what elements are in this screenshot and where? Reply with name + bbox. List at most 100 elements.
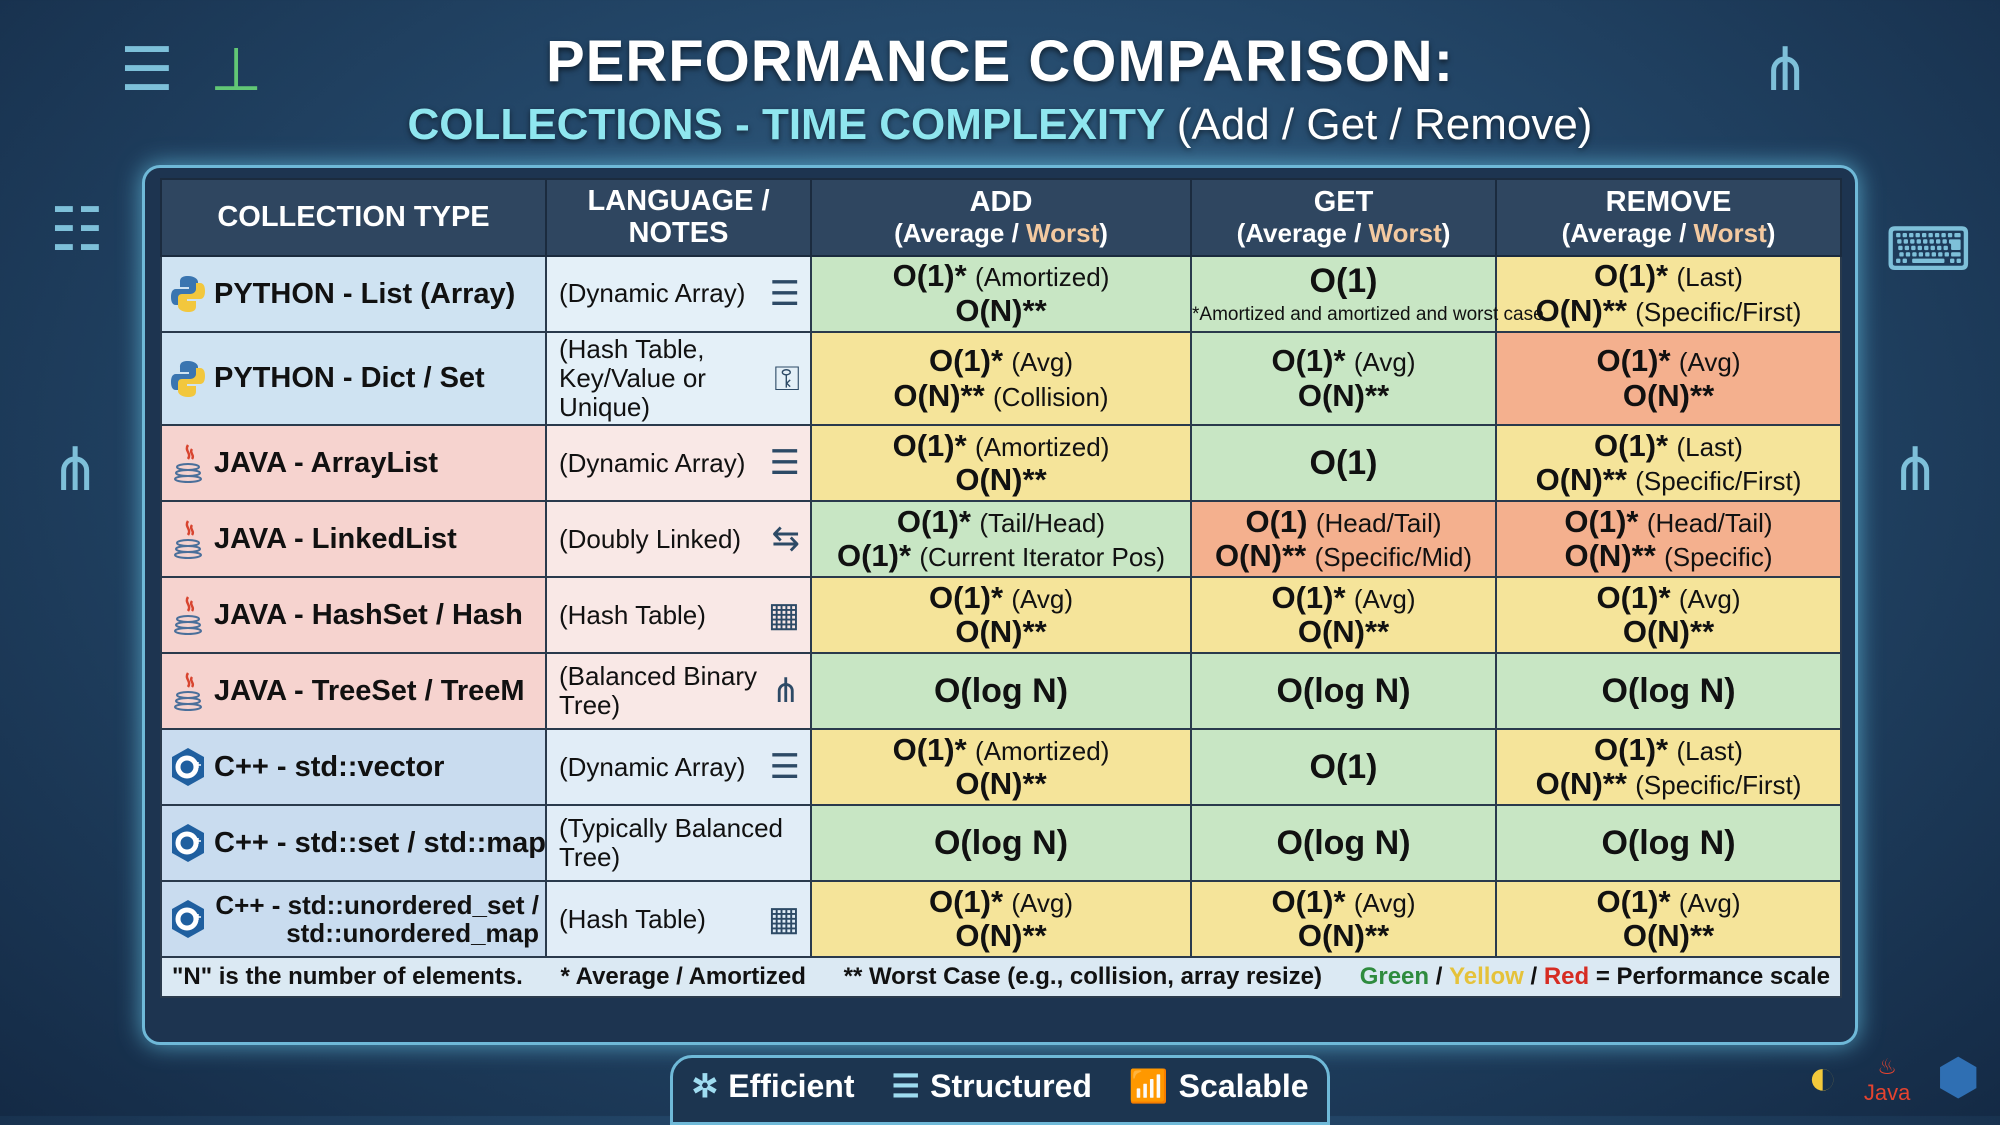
complexity-line: O(N)** [1297,614,1390,650]
notes-cell: (Balanced Binary Tree) ⋔ [545,652,812,731]
collection-name: JAVA - LinkedList [214,523,457,556]
remove-complexity-cell: O(1)* (Avg) O(N)** [1495,330,1842,427]
java-logo-icon [174,520,202,560]
complexity-line: O(N)** [955,462,1047,498]
collection-type-cell: PYTHON - Dict / Set [160,330,547,427]
add-complexity-cell: O(1)* (Avg) O(N)** [810,880,1192,959]
array-stack-icon: ☰ [769,274,800,313]
notes-text: (Hash Table, Key/Value or Unique) [559,334,706,423]
legend-average: * Average / Amortized [560,962,806,990]
table-row: PYTHON - List (Array) (Dynamic Array) ☰ O(1… [160,255,1842,333]
get-complexity-cell: O(1) (Head/Tail) O(N)** (Specific/Mid) [1190,500,1497,579]
remove-complexity-cell: O(log N) [1495,652,1842,731]
add-complexity-cell: O(1)* (Avg) O(N)** [810,576,1192,655]
collection-type-cell: JAVA - LinkedList [160,500,547,579]
header-get-sub: (Average / Worst) [1236,218,1451,249]
get-complexity-cell: O(1) [1190,424,1497,503]
notes-text: (Doubly Linked) [559,523,742,554]
complexity-line: O(N)** [1622,614,1715,650]
notes-cell: (Dynamic Array) ☰ [545,424,812,503]
get-complexity-cell: O(log N) [1190,652,1497,731]
badge-scalable: 📶 Scalable [1128,1068,1309,1104]
complexity-line: O(N)** [955,293,1047,328]
complexity-line: O(1)* (Avg) [1271,579,1416,615]
cpp-logo-icon: ⬢ [1936,1049,1980,1105]
notes-cell: (Typically Balanced Tree) [545,804,812,883]
complexity-line: O(1)* (Current Iterator Pos) [836,538,1166,574]
add-complexity-cell: O(1)* (Amortized) O(N)** [810,255,1192,333]
add-complexity-cell: O(log N) [810,804,1192,883]
remove-complexity-cell: O(1)* (Head/Tail) O(N)** (Specific) [1495,500,1842,579]
complexity-line: O(1)* (Last) [1594,731,1743,767]
java-logo-icon [174,596,202,636]
collection-type-cell: C++ - std::vector [160,728,547,807]
complexity-line: O(1)* (Avg) [1271,342,1416,378]
complexity-line: O(1) [1309,444,1378,483]
document-list-icon: ☰ [120,36,174,103]
complexity-line: O(1)* (Avg) [1596,883,1741,919]
checklist-icon: ☷ [50,196,104,263]
complexity-line: O(log N) [933,824,1069,863]
remove-complexity-cell: O(1)* (Last) O(N)** (Specific/First) [1495,255,1842,333]
complexity-line: O(N)** [1622,918,1715,954]
notes-cell: (Doubly Linked) ⇆ [545,500,812,579]
badges-bar: ✲ Efficient ☰ Structured 📶 Scalable [670,1055,1330,1125]
complexity-line: O(1)* (Avg) [928,342,1074,378]
complexity-line: O(1)* (Head/Tail) [1564,503,1773,539]
complexity-line: O(1)* (Amortized) [892,258,1110,294]
complexity-line: O(1) [1309,262,1378,301]
notes-text: (Typically Balanced Tree) [559,813,783,873]
double-arrow-icon: ⇆ [771,520,801,559]
collection-type-cell: JAVA - HashSet / Hash [160,576,547,655]
remove-complexity-cell: O(log N) [1495,804,1842,883]
table-row: JAVA - TreeSet / TreeM (Balanced Binary T… [160,652,1842,731]
add-complexity-cell: O(1)* (Amortized) O(N)** [810,424,1192,503]
notes-cell: (Hash Table, Key/Value or Unique) ⚿ [545,330,812,427]
complexity-line: O(1)* (Avg) [1271,883,1416,919]
notes-text: (Dynamic Array) [559,278,746,309]
collection-name: JAVA - TreeSet / TreeM [214,675,525,708]
complexity-line: O(N)** (Specific/First) [1535,462,1802,498]
header-remove: REMOVE (Average / Worst) [1495,178,1842,257]
tree-diagram-icon: ⋔ [50,436,101,503]
collection-type-cell: C++ - std::set / std::map [160,804,547,883]
notes-cell: (Hash Table) ▦ [545,880,812,959]
collection-name: JAVA - ArrayList [214,447,438,480]
complexity-line: O(N)** [1297,377,1390,413]
header-add: ADD (Average / Worst) [810,178,1192,257]
complexity-line: O(1)* (Last) [1594,427,1743,463]
collection-type-cell: C++ - std::unordered_set / std::unordere… [160,880,547,959]
get-complexity-cell: O(1) *Amortized and amortized and worst c… [1190,255,1544,333]
complexity-table: COLLECTION TYPE LANGUAGE / NOTES ADD (Ave… [160,178,1842,999]
badge-structured: ☰ Structured [891,1068,1092,1104]
header-get: GET (Average / Worst) [1190,178,1497,257]
collection-name: C++ - std::unordered_set / std::unordere… [215,889,539,949]
list-icon: ☰ [891,1068,921,1104]
legend: "N" is the number of elements. * Average… [160,956,1842,999]
notes-text: (Hash Table) [559,599,706,630]
complexity-line: O(1)* (Avg) [1596,342,1741,378]
footnote: *Amortized and amortized and worst case [1192,304,1544,326]
hash-table-icon: ▦ [767,596,800,635]
complexity-line: O(N)** (Specific) [1564,538,1773,574]
complexity-line: O(1) [1309,748,1378,787]
header-collection-type: COLLECTION TYPE [160,178,547,257]
table-row: C++ - std::vector (Dynamic Array) ☰ O(1)* (… [160,728,1842,807]
legend-scale: Green / Yellow / Red = Performance scale [1359,962,1830,990]
notes-cell: (Dynamic Array) ☰ [545,255,812,333]
collection-name: JAVA - HashSet / Hash [214,599,523,632]
tree-icon: ⋔ [771,672,801,711]
add-complexity-cell: O(log N) [810,652,1192,731]
get-complexity-cell: O(1)* (Avg) O(N)** [1190,880,1497,959]
python-logo-icon: ◐ [1807,1049,1838,1105]
subtitle-main: COLLECTIONS - TIME COMPLEXITY [407,100,1165,149]
complexity-line: O(N)** [955,766,1047,802]
header-remove-sub: (Average / Worst) [1561,218,1776,249]
notes-text: (Hash Table) [559,903,706,934]
header-add-label: ADD [969,186,1033,219]
header-language-notes: LANGUAGE / NOTES [545,178,812,257]
growth-chart-icon: 📶 [1128,1068,1169,1104]
cpp-logo-icon [172,824,204,863]
complexity-line: O(N)** [1622,377,1715,413]
array-stack-icon: ☰ [769,748,800,787]
